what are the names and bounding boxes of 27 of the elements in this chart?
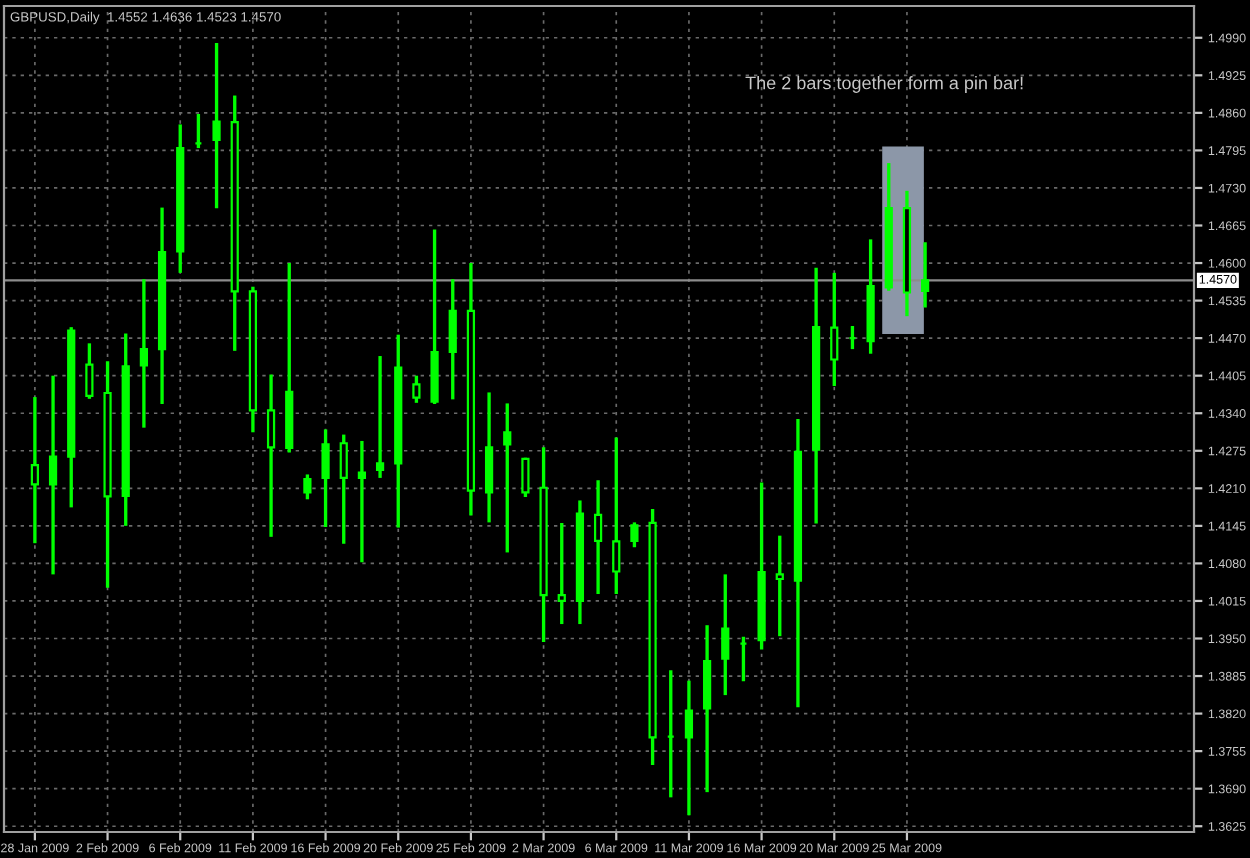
- annotation: The 2 bars together form a pin bar!: [745, 76, 1023, 93]
- candlestick: [321, 427, 330, 529]
- candlestick: [48, 374, 58, 577]
- candlestick: [521, 456, 530, 499]
- candlestick: [375, 354, 385, 480]
- candlestick: [593, 478, 603, 596]
- candlestick: [830, 271, 839, 388]
- candlestick: [448, 277, 457, 402]
- candlestick: [85, 341, 94, 401]
- candlestick: [775, 534, 784, 638]
- candlestick: [266, 372, 276, 539]
- candlestick: [684, 678, 694, 817]
- candlestick: [921, 240, 930, 310]
- candlestick: [721, 572, 730, 697]
- candlestick: [484, 390, 494, 525]
- candlestick: [612, 435, 621, 596]
- candlestick: [339, 432, 348, 546]
- candlestick: [503, 401, 512, 555]
- candlestick: [30, 395, 39, 545]
- candlestick: [212, 41, 221, 210]
- candlestick: [139, 277, 148, 430]
- candlestick: [702, 623, 712, 794]
- candlestick: [303, 472, 312, 501]
- candlestick: [412, 374, 421, 405]
- candlestick: [557, 521, 566, 626]
- candlestick: [630, 520, 639, 549]
- candlestick: [357, 439, 367, 564]
